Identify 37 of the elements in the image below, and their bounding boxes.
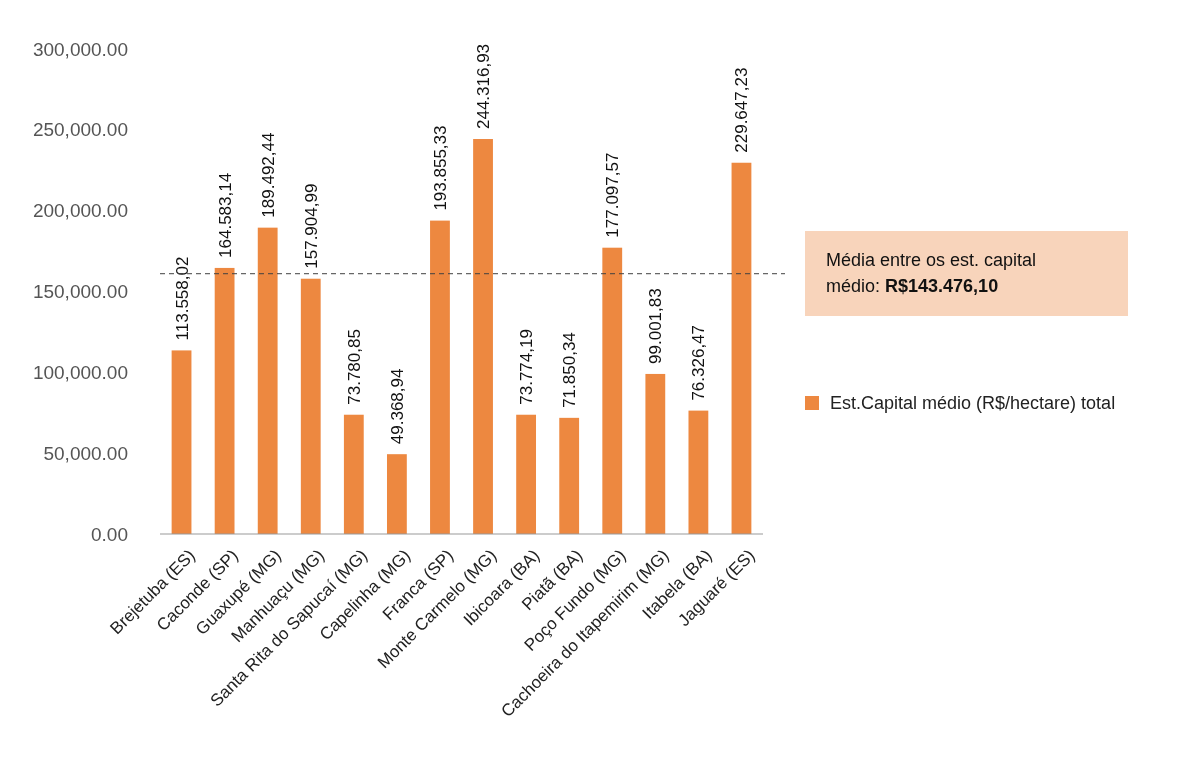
- data-label: 113.558,02: [172, 256, 192, 341]
- data-label: 99.001,83: [646, 288, 666, 364]
- bar: [257, 227, 278, 534]
- bar: [516, 414, 537, 534]
- bar: [645, 373, 666, 534]
- bar: [559, 417, 580, 534]
- bar: [300, 278, 321, 534]
- y-tick-label: 50,000.00: [43, 442, 128, 464]
- legend-label: Est.Capital médio (R$/hectare) total: [830, 393, 1116, 414]
- data-label: 73.774,19: [517, 329, 537, 405]
- y-tick-label: 150,000.00: [32, 281, 128, 303]
- bar: [343, 414, 364, 534]
- bar: [688, 410, 709, 534]
- y-tick-label: 200,000.00: [32, 200, 128, 222]
- data-label: 157.904,99: [301, 183, 321, 269]
- data-label: 193.855,33: [430, 125, 450, 211]
- y-tick-label: 300,000.00: [32, 38, 128, 60]
- bar: [386, 454, 407, 534]
- data-label: 49.368,94: [387, 368, 407, 445]
- bar: [602, 247, 623, 534]
- data-label: 177.097,57: [603, 152, 623, 238]
- data-label: 189.492,44: [258, 132, 278, 218]
- data-label: 73.780,85: [344, 329, 364, 405]
- bar: [214, 267, 235, 534]
- data-label: 71.850,34: [560, 332, 580, 408]
- bar: [731, 162, 752, 534]
- text: Média entre os est. capital médio: R$143.476,10: [826, 250, 1037, 296]
- data-label: 229.647,23: [732, 67, 752, 153]
- bar: [171, 350, 192, 534]
- data-label: 164.583,14: [215, 172, 235, 258]
- bar: [430, 220, 450, 534]
- data-label: 76.326,47: [689, 324, 709, 401]
- y-tick-label: 250,000.00: [32, 119, 128, 141]
- data-label: 244.316,93: [474, 43, 494, 130]
- y-tick-label: 100,000.00: [32, 361, 128, 383]
- y-tick-label: 0.00: [91, 523, 128, 545]
- bar: [473, 139, 493, 534]
